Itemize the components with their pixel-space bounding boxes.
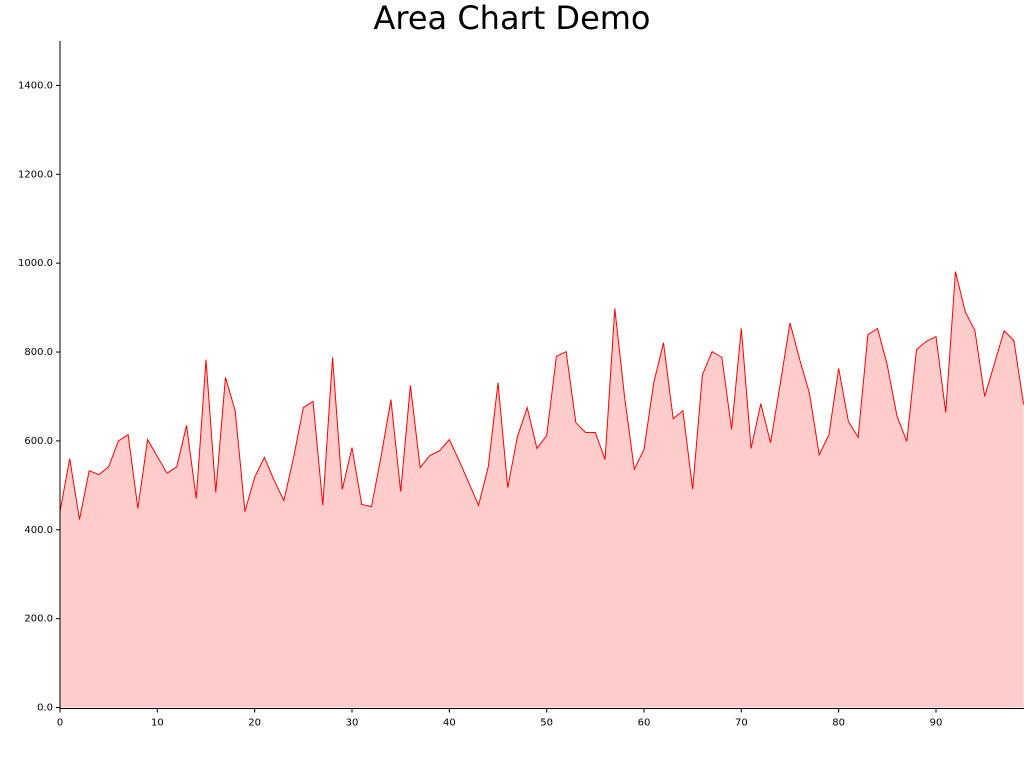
x-tick-label: 80: [832, 718, 845, 729]
area-line: [59, 271, 1024, 520]
y-tick-label: 200.0: [24, 614, 53, 625]
x-tick-label: 70: [735, 718, 748, 729]
y-tick-label: 400.0: [24, 525, 53, 536]
x-tick-label: 30: [346, 718, 359, 729]
y-tick-label: 1400.0: [18, 80, 53, 91]
x-tick-label: 0: [57, 718, 63, 729]
y-tick-label: 1000.0: [18, 258, 53, 269]
x-tick-label: 10: [151, 718, 164, 729]
x-tick-label: 60: [638, 718, 651, 729]
y-tick-label: 0.0: [37, 703, 53, 714]
x-tick-label: 50: [540, 718, 553, 729]
area-fill: [60, 271, 1024, 708]
x-tick-label: 20: [248, 718, 261, 729]
y-tick-label: 1200.0: [18, 169, 53, 180]
x-tick-label: 40: [443, 718, 456, 729]
y-tick-label: 800.0: [24, 347, 53, 358]
x-tick-label: 90: [930, 718, 943, 729]
y-tick-label: 600.0: [24, 436, 53, 447]
chart-title: Area Chart Demo: [374, 0, 651, 37]
